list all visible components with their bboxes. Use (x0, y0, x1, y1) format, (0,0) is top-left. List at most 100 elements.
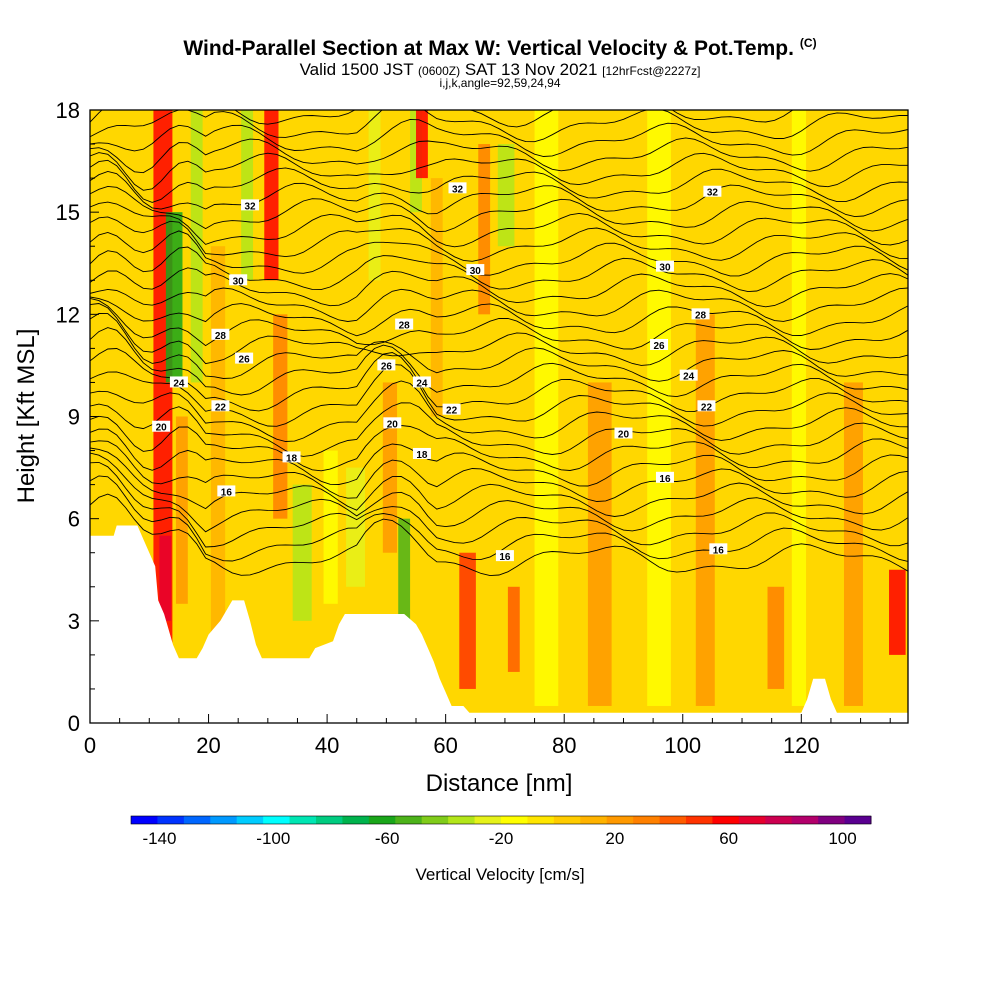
colorbar-swatch-27 (844, 816, 872, 824)
contour-label-text-11: 26 (653, 341, 665, 352)
contour-label-2: 32 (703, 185, 722, 199)
contour-label-4: 30 (466, 264, 485, 277)
velocity-streak-10 (323, 450, 338, 604)
terrain-shape (90, 525, 908, 723)
contour-label-bg-13 (412, 376, 431, 388)
valid-date: SAT 13 Nov 2021 (464, 60, 598, 79)
contour-label-text-12: 24 (173, 378, 185, 389)
colorbar-tick-label-2: -60 (375, 829, 400, 848)
colorbar: -140 -100 -60 -20 20 60 100 (130, 815, 872, 848)
theta-contour-21 (90, 216, 908, 262)
colorbar-swatch-21 (686, 816, 713, 824)
contour-label-25: 16 (709, 543, 728, 556)
colorbar-swatch-9 (368, 816, 396, 824)
contour-label-bg-2 (703, 185, 722, 197)
colorbar-tick-label-3: -20 (489, 829, 514, 848)
colorbar-swatch-8 (342, 816, 370, 824)
x-tick-label-6: 120 (783, 733, 820, 758)
y-axis-title: Height [Kft MSL] (13, 329, 40, 504)
contour-label-text-20: 20 (618, 430, 630, 441)
theta-contour-29 (90, 110, 908, 143)
colorbar-swatch-12 (448, 816, 476, 824)
colorbar-swatch-10 (395, 816, 423, 824)
contour-label-19: 20 (383, 417, 402, 430)
contour-label-text-10: 26 (381, 361, 393, 372)
contour-label-bg-11 (650, 338, 669, 350)
contour-label-bg-18 (152, 420, 171, 432)
x-tick-label-3: 60 (433, 733, 457, 758)
y-tick-label-1: 3 (68, 609, 80, 634)
contour-label-17: 22 (697, 400, 716, 413)
theta-contour-8 (90, 402, 908, 457)
velocity-streak-9 (292, 484, 312, 621)
contour-label-text-21: 18 (286, 453, 298, 464)
contour-label-text-14: 24 (683, 372, 695, 383)
contour-label-text-7: 28 (399, 321, 411, 332)
contour-label-1: 32 (448, 182, 467, 195)
colorbar-swatch-7 (316, 816, 343, 824)
contour-label-bg-8 (691, 308, 710, 320)
colorbar-swatch-14 (501, 816, 528, 824)
velocity-streak-8 (273, 314, 288, 519)
velocity-streak-25 (695, 314, 715, 706)
colorbar-tick-label-1: -100 (256, 829, 290, 848)
theta-contour-30 (90, 110, 794, 128)
contour-label-bg-20 (614, 427, 633, 439)
velocity-streak-3 (175, 416, 188, 604)
theta-contour-16 (90, 296, 908, 337)
x-tick-label-0: 0 (84, 733, 96, 758)
colorbar-swatch-1 (157, 816, 185, 824)
velocity-streak-6 (241, 110, 254, 281)
contour-label-bg-7 (395, 318, 414, 330)
theta-contour-19 (90, 246, 908, 293)
theta-contour-23 (90, 185, 908, 233)
velocity-streak-29 (889, 569, 906, 655)
contour-label-bg-1 (448, 182, 467, 194)
velocity-streak-21 (507, 586, 520, 672)
contour-label-bg-3 (229, 274, 248, 286)
contour-label-21: 18 (282, 451, 301, 464)
colorbar-swatch-26 (818, 816, 846, 824)
contour-label-18: 20 (152, 420, 171, 434)
y-tick-label-2: 6 (68, 507, 80, 532)
velocity-streak-2 (159, 535, 172, 621)
colorbar-swatch-22 (712, 816, 740, 824)
contour-label-text-8: 28 (695, 310, 707, 321)
contour-label-9: 26 (235, 352, 254, 366)
theta-contour-14 (90, 303, 908, 366)
theta-contour-24 (90, 171, 908, 218)
contour-label-text-15: 22 (215, 402, 227, 413)
velocity-streak-1 (165, 212, 183, 383)
colorbar-swatch-6 (289, 816, 317, 824)
colorbar-swatch-16 (553, 816, 581, 824)
contour-label-bg-12 (169, 376, 188, 388)
contour-label-bg-24 (655, 471, 674, 483)
contour-label-bg-16 (442, 403, 461, 415)
colorbar-tick-label-0: -140 (142, 829, 176, 848)
contour-label-text-13: 24 (416, 378, 428, 389)
contour-label-text-18: 20 (156, 423, 168, 434)
contour-label-bg-17 (697, 400, 716, 412)
theta-contour-18 (90, 267, 908, 308)
chart-title: Wind-Parallel Section at Max W: Vertical… (0, 36, 1000, 61)
velocity-streak-12 (368, 110, 381, 281)
colorbar-swatch-25 (791, 816, 819, 824)
theta-contour-3 (90, 452, 908, 533)
theta-contour-5 (90, 440, 908, 502)
velocity-streak-20 (497, 144, 515, 247)
x-tick-label-2: 40 (315, 733, 339, 758)
velocity-streak-15 (410, 110, 422, 213)
colorbar-swatch-17 (580, 816, 608, 824)
colorbar-tick-label-4: 20 (605, 829, 624, 848)
velocity-streak-28 (843, 382, 863, 706)
contour-label-text-2: 32 (707, 188, 719, 199)
theta-contour-22 (90, 201, 908, 248)
contour-label-text-24: 16 (659, 474, 671, 485)
colorbar-swatch-0 (131, 816, 158, 824)
contour-label-bg-4 (466, 264, 485, 276)
velocity-streak-22 (534, 110, 559, 706)
x-tick-label-5: 100 (664, 733, 701, 758)
contour-label-text-9: 26 (239, 355, 251, 366)
theta-contour-13 (90, 313, 908, 382)
contour-label-text-22: 18 (416, 450, 428, 461)
